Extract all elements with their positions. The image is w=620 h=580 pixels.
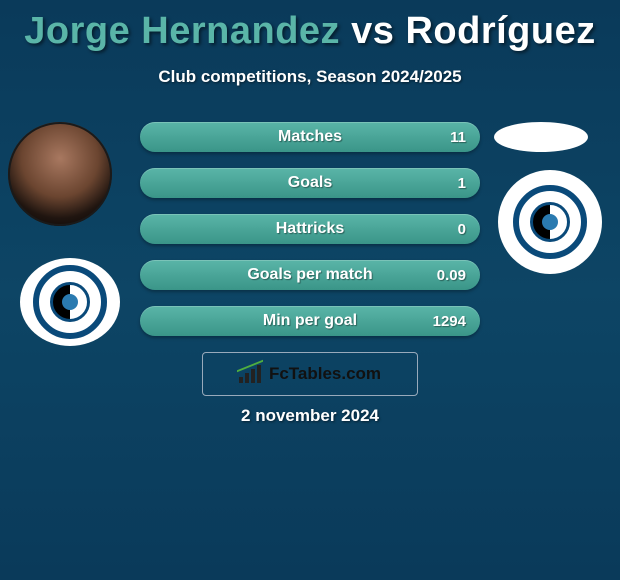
stat-value-right: 11 (450, 129, 466, 146)
stat-row-matches: Matches 11 (140, 122, 480, 152)
player1-avatar (8, 122, 112, 226)
queretaro-badge-icon (513, 185, 587, 259)
stat-value-right: 0.09 (437, 267, 466, 284)
comparison-title: Jorge Hernandez vs Rodríguez (0, 0, 620, 53)
player2-avatar (494, 122, 588, 152)
stat-value-right: 1 (458, 175, 466, 192)
stat-row-min-per-goal: Min per goal 1294 (140, 306, 480, 336)
stat-label: Matches (278, 128, 342, 146)
stat-label: Hattricks (276, 220, 344, 238)
queretaro-badge-icon (33, 265, 107, 339)
stat-value-right: 0 (458, 221, 466, 238)
player1-club-badge (20, 258, 120, 346)
vs-separator: vs (351, 10, 394, 52)
bar-chart-icon (239, 365, 263, 383)
stat-row-goals: Goals 1 (140, 168, 480, 198)
source-logo-box: FcTables.com (202, 352, 418, 396)
player1-name: Jorge Hernandez (24, 10, 340, 52)
stat-row-hattricks: Hattricks 0 (140, 214, 480, 244)
stat-row-goals-per-match: Goals per match 0.09 (140, 260, 480, 290)
stat-label: Min per goal (263, 312, 357, 330)
player2-club-badge (498, 170, 602, 274)
subtitle: Club competitions, Season 2024/2025 (0, 67, 620, 87)
stats-panel: Matches 11 Goals 1 Hattricks 0 Goals per… (140, 122, 480, 352)
source-logo-text: FcTables.com (269, 364, 381, 384)
stat-label: Goals (288, 174, 332, 192)
snapshot-date: 2 november 2024 (0, 406, 620, 426)
player2-name: Rodríguez (405, 10, 595, 52)
stat-label: Goals per match (247, 266, 372, 284)
stat-value-right: 1294 (433, 313, 466, 330)
